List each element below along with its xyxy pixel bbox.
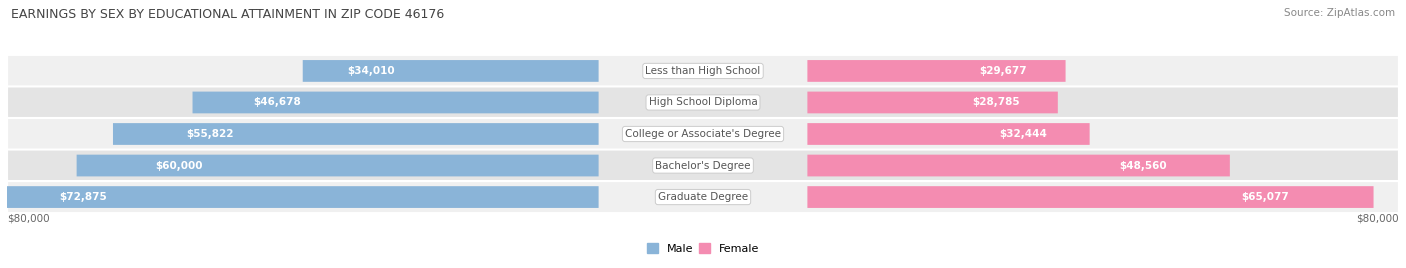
Text: $34,010: $34,010 [347,66,395,76]
FancyBboxPatch shape [302,60,599,82]
FancyBboxPatch shape [7,181,1399,213]
FancyBboxPatch shape [807,92,1057,113]
FancyBboxPatch shape [112,123,599,145]
FancyBboxPatch shape [807,123,1090,145]
FancyBboxPatch shape [193,92,599,113]
Text: College or Associate's Degree: College or Associate's Degree [626,129,780,139]
Text: $60,000: $60,000 [155,161,202,170]
Text: $48,560: $48,560 [1119,161,1167,170]
Text: $80,000: $80,000 [1357,214,1399,224]
Text: $65,077: $65,077 [1241,192,1289,202]
FancyBboxPatch shape [7,150,1399,181]
Text: Bachelor's Degree: Bachelor's Degree [655,161,751,170]
Text: $28,785: $28,785 [973,98,1021,107]
Text: $80,000: $80,000 [7,214,49,224]
FancyBboxPatch shape [7,118,1399,150]
FancyBboxPatch shape [7,55,1399,87]
Text: $46,678: $46,678 [253,98,301,107]
FancyBboxPatch shape [807,60,1066,82]
FancyBboxPatch shape [7,87,1399,118]
Text: Graduate Degree: Graduate Degree [658,192,748,202]
Text: EARNINGS BY SEX BY EDUCATIONAL ATTAINMENT IN ZIP CODE 46176: EARNINGS BY SEX BY EDUCATIONAL ATTAINMEN… [11,8,444,21]
FancyBboxPatch shape [76,155,599,176]
Text: $55,822: $55,822 [186,129,233,139]
Text: Source: ZipAtlas.com: Source: ZipAtlas.com [1284,8,1395,18]
Text: $32,444: $32,444 [1000,129,1047,139]
Text: $72,875: $72,875 [59,192,107,202]
Text: Less than High School: Less than High School [645,66,761,76]
FancyBboxPatch shape [807,155,1230,176]
Text: $29,677: $29,677 [979,66,1026,76]
Legend: Male, Female: Male, Female [647,243,759,254]
FancyBboxPatch shape [0,186,599,208]
FancyBboxPatch shape [807,186,1374,208]
Text: High School Diploma: High School Diploma [648,98,758,107]
